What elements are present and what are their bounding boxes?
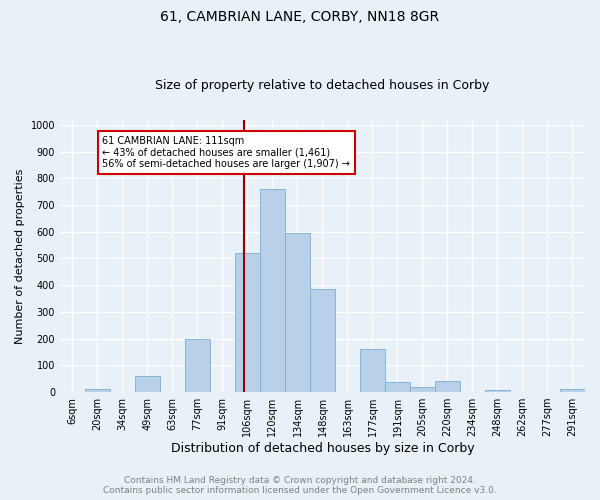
Text: 61, CAMBRIAN LANE, CORBY, NN18 8GR: 61, CAMBRIAN LANE, CORBY, NN18 8GR	[160, 10, 440, 24]
Y-axis label: Number of detached properties: Number of detached properties	[15, 168, 25, 344]
Bar	[235, 253, 260, 392]
Bar	[485, 390, 510, 392]
Bar	[310, 288, 335, 392]
Bar	[185, 340, 209, 392]
Bar	[85, 389, 110, 392]
X-axis label: Distribution of detached houses by size in Corby: Distribution of detached houses by size …	[170, 442, 474, 455]
Text: 61 CAMBRIAN LANE: 111sqm
← 43% of detached houses are smaller (1,461)
56% of sem: 61 CAMBRIAN LANE: 111sqm ← 43% of detach…	[103, 136, 350, 169]
Bar	[435, 381, 460, 392]
Title: Size of property relative to detached houses in Corby: Size of property relative to detached ho…	[155, 79, 490, 92]
Text: Contains HM Land Registry data © Crown copyright and database right 2024.
Contai: Contains HM Land Registry data © Crown c…	[103, 476, 497, 495]
Bar	[560, 390, 585, 392]
Bar	[135, 376, 160, 392]
Bar	[285, 233, 310, 392]
Bar	[260, 189, 285, 392]
Bar	[385, 382, 410, 392]
Bar	[360, 350, 385, 392]
Bar	[410, 386, 435, 392]
